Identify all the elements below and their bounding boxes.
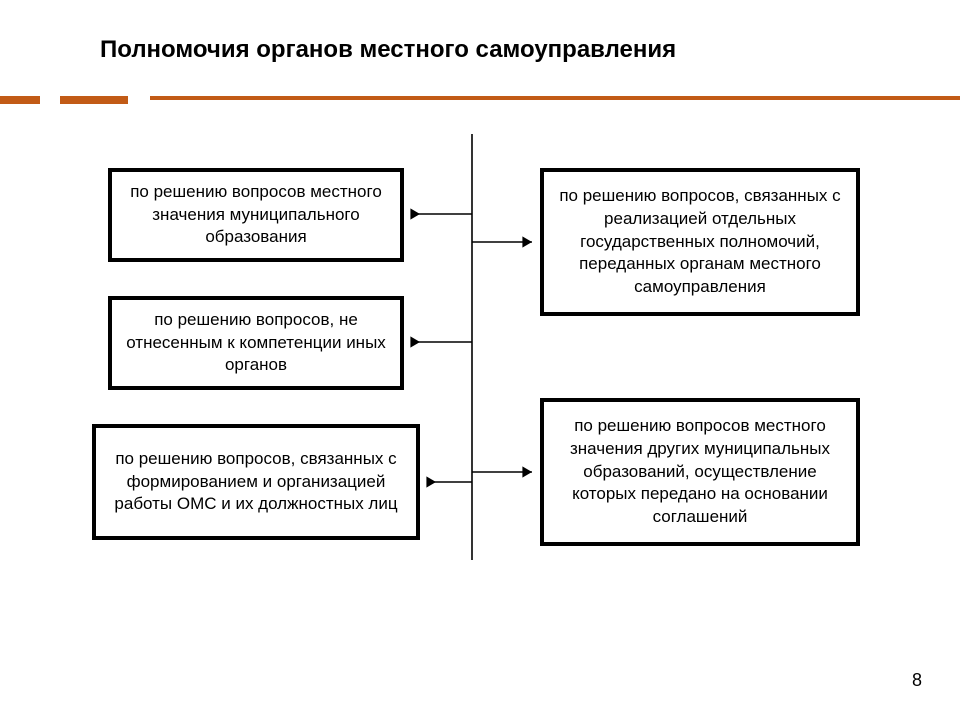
page-number: 8	[912, 670, 922, 691]
slide: Полномочия органов местного самоуправлен…	[0, 0, 960, 720]
box-local-significance: по решению вопросов местного значения му…	[108, 168, 404, 262]
slide-title: Полномочия органов местного самоуправлен…	[100, 36, 676, 64]
box-text: по решению вопросов местного значения др…	[558, 415, 842, 530]
box-text: по решению вопросов, связанных с формиро…	[110, 448, 402, 517]
box-text: по решению вопросов, связанных с реализа…	[558, 185, 842, 300]
rule-seg-2	[60, 96, 128, 104]
box-not-other-competence: по решению вопросов, не отнесенным к ком…	[108, 296, 404, 390]
box-text: по решению вопросов местного значения му…	[126, 181, 386, 250]
box-state-powers: по решению вопросов, связанных с реализа…	[540, 168, 860, 316]
box-text: по решению вопросов, не отнесенным к ком…	[126, 309, 386, 378]
box-oms-formation: по решению вопросов, связанных с формиро…	[92, 424, 420, 540]
rule-seg-1	[0, 96, 40, 104]
rule-seg-3	[150, 96, 960, 100]
box-other-municipalities: по решению вопросов местного значения др…	[540, 398, 860, 546]
